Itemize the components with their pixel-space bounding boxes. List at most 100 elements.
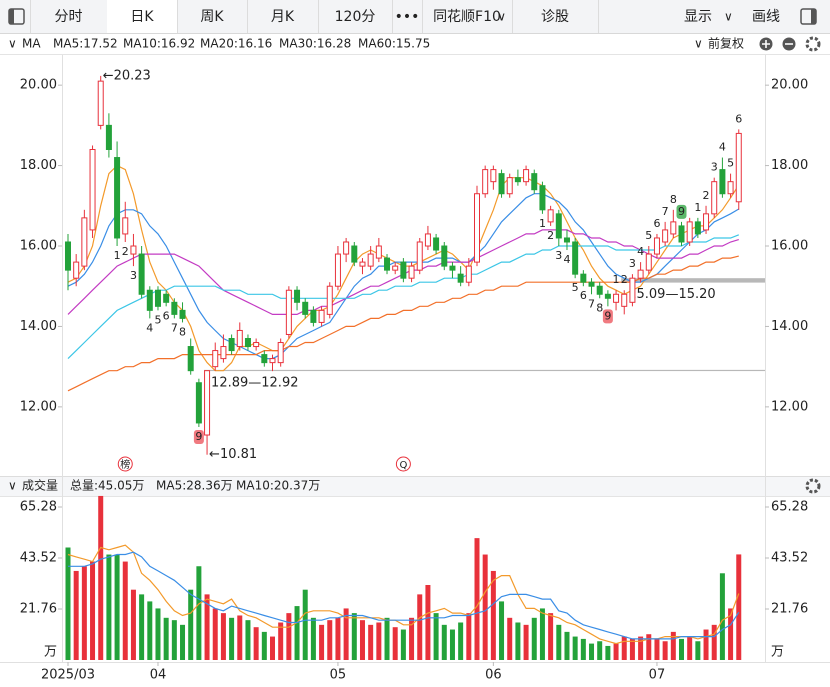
candle-body xyxy=(653,237,660,255)
candle-body xyxy=(474,193,480,263)
candle-body xyxy=(539,185,546,211)
td-count: 7 xyxy=(588,297,595,310)
candle-body xyxy=(678,225,685,243)
td-count: 1 xyxy=(613,273,620,286)
tab[interactable]: 分时 xyxy=(55,9,83,25)
candle-body xyxy=(114,157,121,239)
candle-body xyxy=(359,261,366,267)
candle-body xyxy=(670,221,677,235)
tab[interactable]: 120分 xyxy=(335,9,376,25)
event-marker[interactable] xyxy=(117,456,133,472)
volume-bar xyxy=(605,645,611,660)
td-count: 5 xyxy=(572,281,579,294)
volume-bar xyxy=(482,554,488,660)
candle-body xyxy=(727,181,734,195)
volume-bar xyxy=(114,554,120,660)
y-tick-label: 65.28 xyxy=(20,500,57,515)
settings[interactable] xyxy=(805,36,821,52)
volume-bar xyxy=(736,554,742,660)
x-tick-label: 05 xyxy=(330,668,347,683)
td-box xyxy=(676,204,687,219)
toolbar-button[interactable]: 画线 xyxy=(752,9,780,25)
td-count: 6 xyxy=(735,112,742,125)
td-count: 4 xyxy=(563,253,570,266)
event-marker[interactable] xyxy=(395,456,411,472)
candle-body xyxy=(105,124,112,151)
candle-body xyxy=(629,277,636,303)
y-tick-label-right: 65.28 xyxy=(771,500,808,515)
tab[interactable]: 诊股 xyxy=(541,9,569,25)
td-count: 3 xyxy=(555,249,562,262)
volume-bar xyxy=(310,617,316,660)
ma-line xyxy=(67,234,740,360)
panel-icon-bar xyxy=(811,9,816,24)
collapse-icon[interactable]: ∨ xyxy=(8,37,17,51)
volume-header xyxy=(0,476,830,497)
volume-bar xyxy=(629,638,635,660)
candle-body xyxy=(711,181,718,215)
sidebar-icon-bar xyxy=(9,9,14,24)
volume-bar xyxy=(122,561,128,660)
candle-body xyxy=(228,338,235,352)
candle-body xyxy=(187,346,194,372)
candle-body xyxy=(253,342,260,348)
tab[interactable]: 同花顺F10 xyxy=(433,9,501,25)
td-count: 1 xyxy=(114,249,121,262)
td-count: 9 xyxy=(195,430,202,443)
candle-body xyxy=(384,257,391,271)
volume-bar xyxy=(106,554,112,660)
tab[interactable]: 周K xyxy=(200,9,224,25)
y-tick-label-right: 14.00 xyxy=(771,319,808,334)
volume-bar xyxy=(98,495,104,660)
volume-bar xyxy=(449,629,455,660)
range-label: 15.09—15.20 xyxy=(628,287,715,302)
tab-active xyxy=(107,0,177,33)
x-tick-label: 06 xyxy=(485,668,502,683)
candle-body xyxy=(449,265,456,271)
tab[interactable]: 日K xyxy=(130,9,154,25)
candle-body xyxy=(294,289,301,303)
tab[interactable]: 月K xyxy=(271,9,295,25)
settings[interactable] xyxy=(805,478,821,494)
legend-entry: MA10:20.37万 xyxy=(236,479,320,493)
td-count: 6 xyxy=(163,309,170,322)
candle-body xyxy=(588,281,595,287)
td-count: 8 xyxy=(596,301,603,314)
legend-entry: MA30:16.28 xyxy=(279,37,351,51)
legend-entry: MA5:28.36万 xyxy=(156,479,233,493)
candle-body xyxy=(97,80,104,126)
volume-bar xyxy=(278,622,284,660)
td-count: 5 xyxy=(154,313,161,326)
candle-body xyxy=(171,301,178,315)
volume-bar xyxy=(458,622,464,660)
candle-body xyxy=(662,229,669,243)
volume-bar xyxy=(196,566,202,660)
candle-body xyxy=(277,342,284,364)
indicator-name[interactable]: MA xyxy=(22,37,41,51)
candle-body xyxy=(555,213,562,239)
collapse-icon[interactable]: ∨ xyxy=(8,479,17,493)
volume-bar xyxy=(703,629,709,660)
td-count: 1 xyxy=(539,217,546,230)
volume-bar xyxy=(368,624,374,660)
td-count: 2 xyxy=(122,245,129,258)
volume-bar xyxy=(65,547,71,660)
volume-bar xyxy=(728,608,734,660)
event-marker-label: Q xyxy=(399,460,407,471)
volume-bar xyxy=(302,589,308,660)
unit-label-right: 万 xyxy=(771,645,784,660)
volume-bar xyxy=(237,615,243,660)
toolbar-button[interactable]: 显示 xyxy=(684,9,712,25)
volume-bar xyxy=(343,608,349,660)
volume-bar xyxy=(130,589,136,660)
td-count: 7 xyxy=(171,321,178,334)
adjust-mode[interactable]: 前复权 xyxy=(708,36,744,51)
tab[interactable]: ••• xyxy=(395,9,420,25)
candle-body xyxy=(310,309,317,323)
candle-body xyxy=(343,241,350,255)
td-count: 5 xyxy=(645,229,652,242)
td-count: 7 xyxy=(662,205,669,218)
y-tick-label-right: 20.00 xyxy=(771,78,808,93)
volume-bar xyxy=(499,601,505,660)
td-count: 1 xyxy=(694,201,701,214)
